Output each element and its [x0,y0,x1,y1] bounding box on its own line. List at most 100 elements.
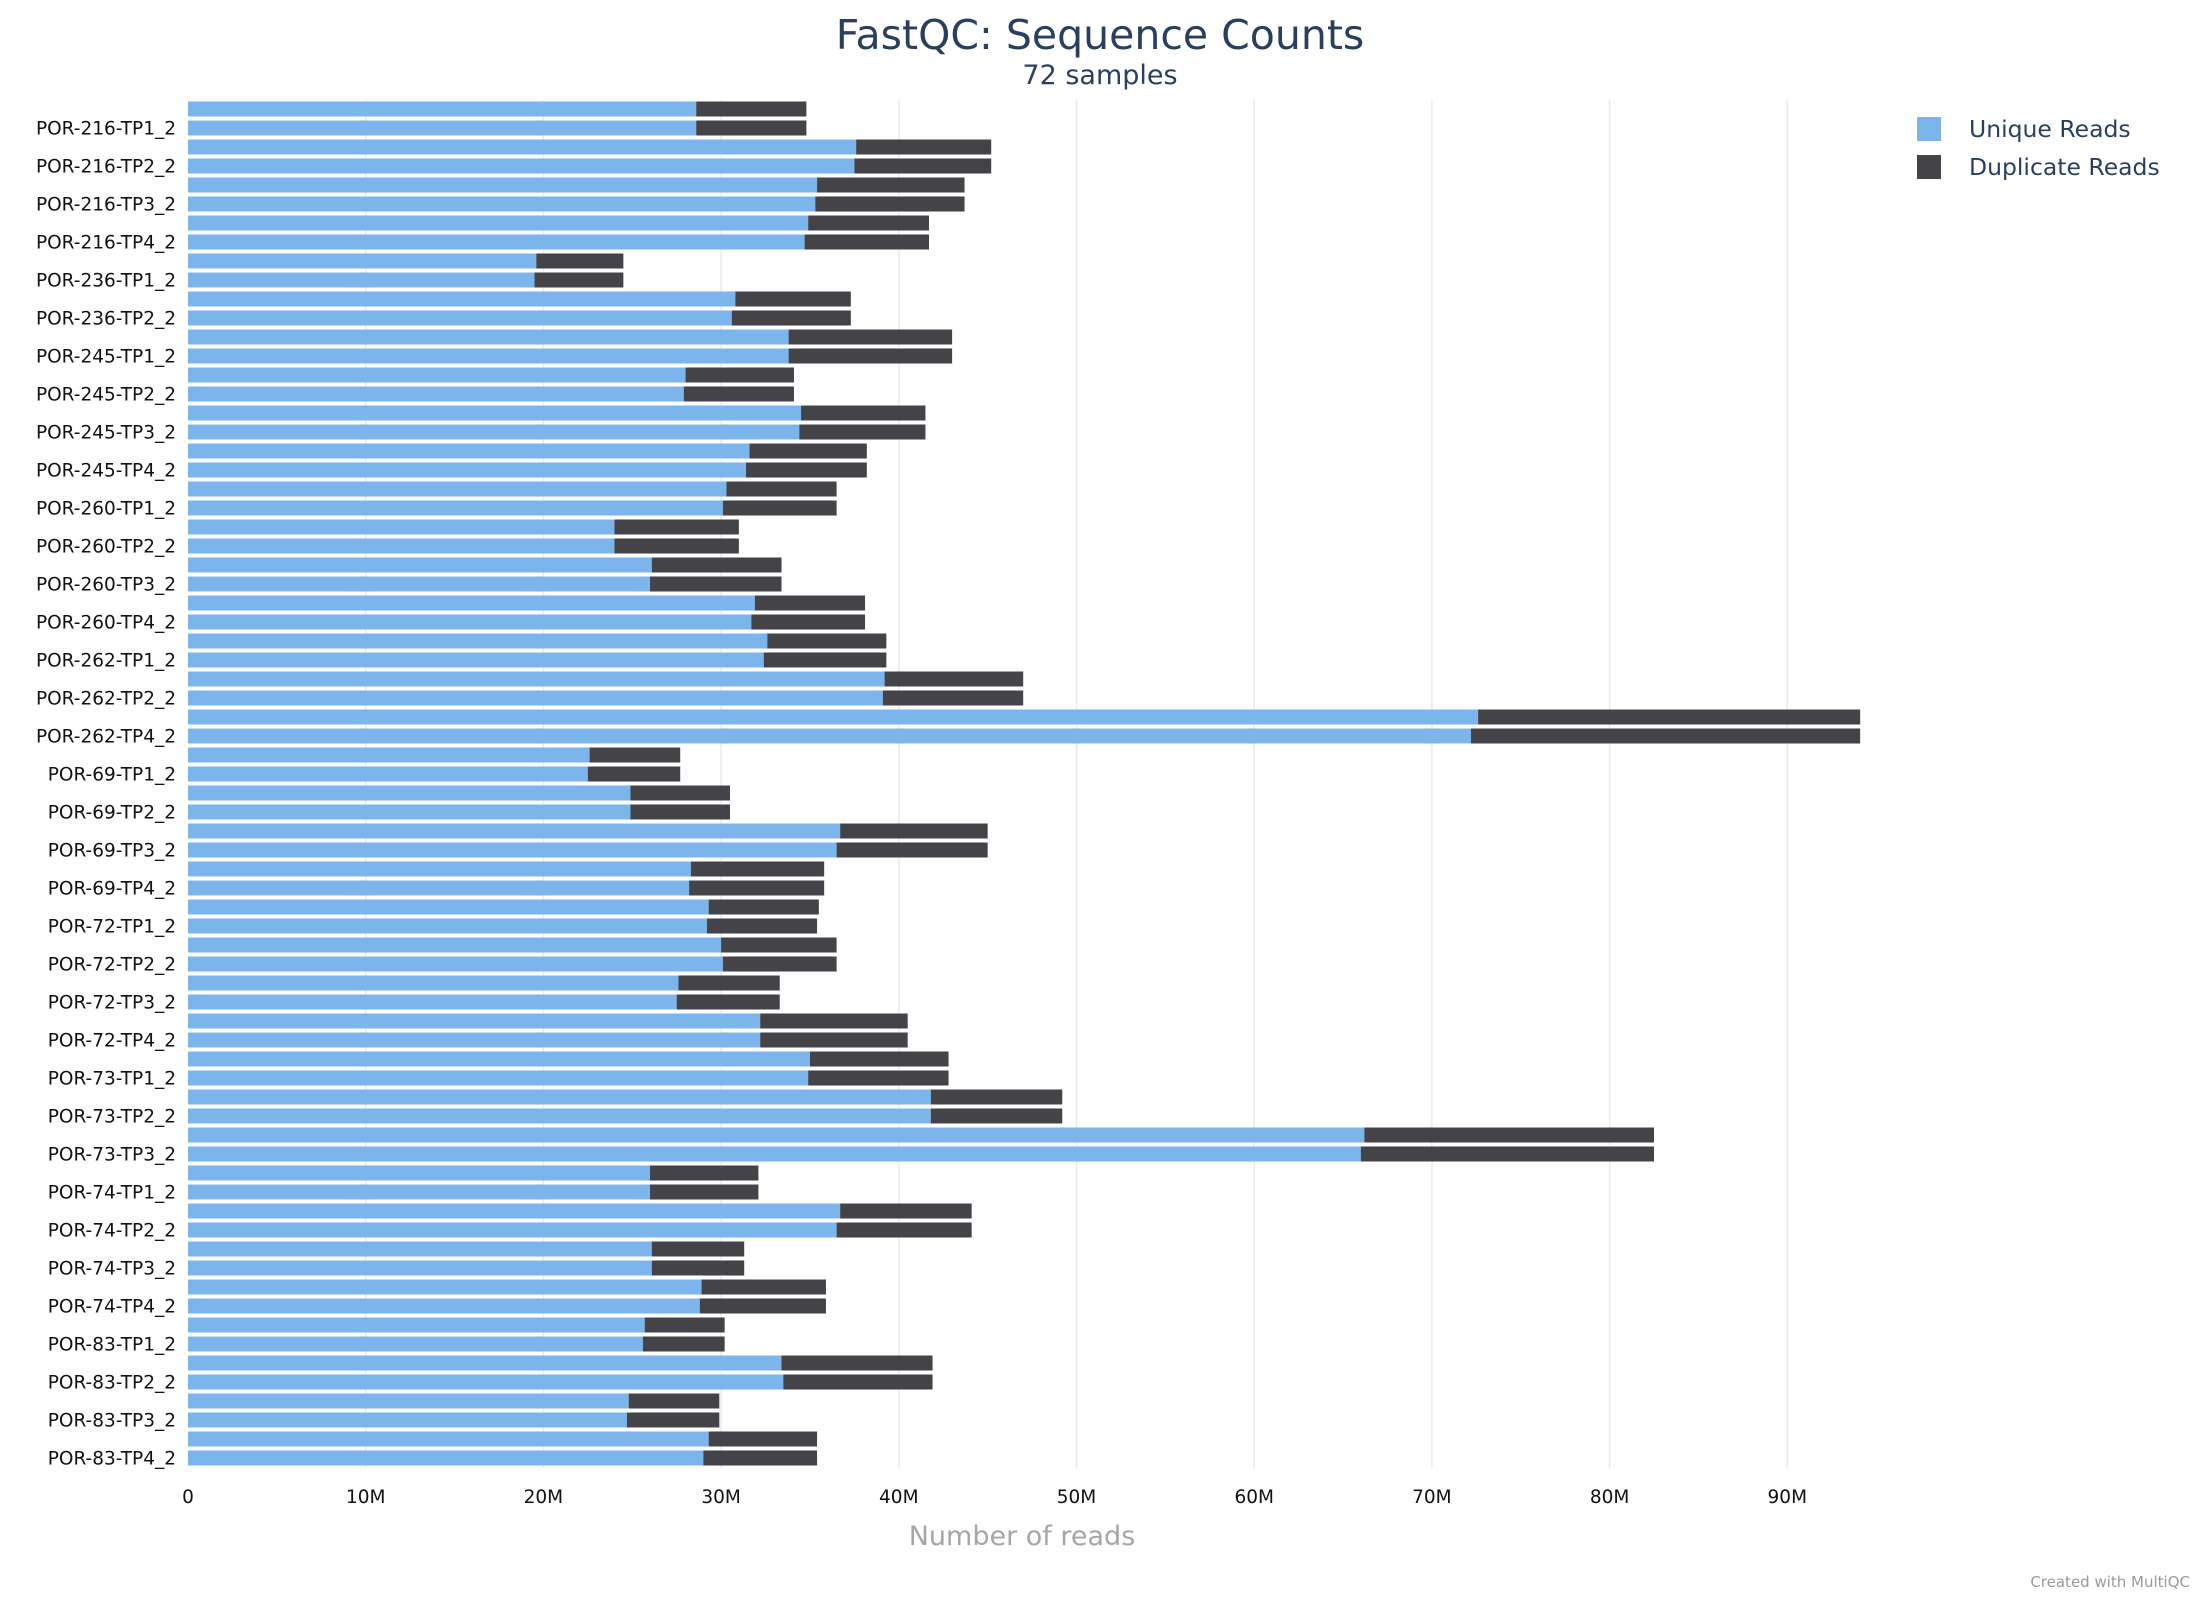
bar-unique-19[interactable] [188,462,746,478]
bar-duplicate-34[interactable] [589,747,681,763]
bar-duplicate-44[interactable] [721,937,837,953]
bar-duplicate-17[interactable] [799,424,926,440]
bar-unique-34[interactable] [188,747,590,763]
bar-unique-27[interactable] [188,614,752,630]
bar-unique-8[interactable] [188,253,537,269]
bar-duplicate-31[interactable] [882,690,1024,706]
bar-unique-13[interactable] [188,348,789,364]
bar-unique-35[interactable] [188,766,588,782]
bar-unique-28[interactable] [188,633,768,649]
bar-duplicate-40[interactable] [690,861,825,877]
bar-unique-55[interactable] [188,1146,1361,1162]
bar-unique-67[interactable] [188,1374,784,1390]
bar-unique-18[interactable] [188,443,750,459]
bar-unique-64[interactable] [188,1317,645,1333]
bar-unique-20[interactable] [188,481,727,497]
bar-unique-45[interactable] [188,956,723,972]
bar-duplicate-22[interactable] [614,519,739,535]
bar-duplicate-51[interactable] [808,1070,949,1086]
bar-unique-22[interactable] [188,519,615,535]
bar-duplicate-29[interactable] [763,652,887,668]
bar-duplicate-65[interactable] [642,1336,725,1352]
bar-unique-39[interactable] [188,842,837,858]
bar-unique-25[interactable] [188,576,651,592]
bar-unique-31[interactable] [188,690,883,706]
bar-unique-36[interactable] [188,785,631,801]
bar-duplicate-14[interactable] [685,367,794,383]
bar-unique-48[interactable] [188,1013,761,1029]
bar-duplicate-3[interactable] [854,158,992,174]
bar-duplicate-61[interactable] [651,1260,745,1276]
bar-unique-44[interactable] [188,937,722,953]
bar-duplicate-24[interactable] [651,557,782,573]
bar-duplicate-7[interactable] [804,234,930,250]
bar-duplicate-2[interactable] [856,139,992,155]
bar-unique-11[interactable] [188,310,732,326]
bar-duplicate-60[interactable] [651,1241,745,1257]
bar-duplicate-23[interactable] [614,538,739,554]
bar-duplicate-13[interactable] [788,348,953,364]
bar-duplicate-42[interactable] [708,899,819,915]
bar-duplicate-8[interactable] [536,253,624,269]
bar-unique-17[interactable] [188,424,800,440]
bar-duplicate-36[interactable] [630,785,730,801]
bar-duplicate-32[interactable] [1478,709,1861,725]
bar-duplicate-54[interactable] [1364,1127,1655,1143]
bar-duplicate-33[interactable] [1470,728,1861,744]
bar-unique-59[interactable] [188,1222,837,1238]
bar-duplicate-11[interactable] [731,310,851,326]
bar-duplicate-6[interactable] [808,215,930,231]
bar-unique-51[interactable] [188,1070,809,1086]
bar-unique-57[interactable] [188,1184,651,1200]
bar-duplicate-28[interactable] [767,633,887,649]
bar-duplicate-53[interactable] [930,1108,1063,1124]
bar-duplicate-49[interactable] [760,1032,908,1048]
bar-duplicate-15[interactable] [683,386,794,402]
legend-label-1[interactable]: Duplicate Reads [1969,153,2160,181]
bar-unique-16[interactable] [188,405,802,421]
bar-duplicate-68[interactable] [628,1393,720,1409]
bar-duplicate-41[interactable] [689,880,825,896]
bar-unique-0[interactable] [188,101,697,117]
bar-unique-23[interactable] [188,538,615,554]
bar-unique-9[interactable] [188,272,535,288]
bar-duplicate-45[interactable] [722,956,837,972]
bar-unique-33[interactable] [188,728,1471,744]
bar-duplicate-58[interactable] [840,1203,972,1219]
bar-unique-69[interactable] [188,1412,627,1428]
bar-duplicate-20[interactable] [726,481,837,497]
bar-duplicate-9[interactable] [534,272,624,288]
bar-unique-52[interactable] [188,1089,931,1105]
bar-unique-56[interactable] [188,1165,651,1181]
bar-unique-43[interactable] [188,918,707,934]
bar-duplicate-27[interactable] [751,614,866,630]
bar-unique-30[interactable] [188,671,885,687]
bar-duplicate-16[interactable] [801,405,926,421]
bar-duplicate-64[interactable] [644,1317,725,1333]
bar-unique-54[interactable] [188,1127,1365,1143]
bar-duplicate-50[interactable] [809,1051,949,1067]
legend-label-0[interactable]: Unique Reads [1969,115,2131,143]
bar-duplicate-21[interactable] [722,500,837,516]
bar-unique-14[interactable] [188,367,686,383]
bar-duplicate-18[interactable] [749,443,867,459]
bar-unique-26[interactable] [188,595,755,611]
bar-unique-10[interactable] [188,291,736,307]
bar-unique-37[interactable] [188,804,631,820]
bar-duplicate-46[interactable] [678,975,780,991]
bar-unique-7[interactable] [188,234,805,250]
bar-unique-47[interactable] [188,994,677,1010]
bar-unique-24[interactable] [188,557,652,573]
bar-duplicate-26[interactable] [754,595,866,611]
bar-unique-53[interactable] [188,1108,931,1124]
bar-duplicate-25[interactable] [650,576,782,592]
bar-unique-42[interactable] [188,899,709,915]
bar-unique-32[interactable] [188,709,1479,725]
bar-unique-71[interactable] [188,1450,704,1466]
bar-duplicate-59[interactable] [836,1222,972,1238]
legend-swatch-1[interactable] [1917,155,1941,179]
bar-duplicate-38[interactable] [840,823,988,839]
bar-duplicate-48[interactable] [760,1013,908,1029]
bar-unique-29[interactable] [188,652,764,668]
bar-duplicate-63[interactable] [699,1298,826,1314]
